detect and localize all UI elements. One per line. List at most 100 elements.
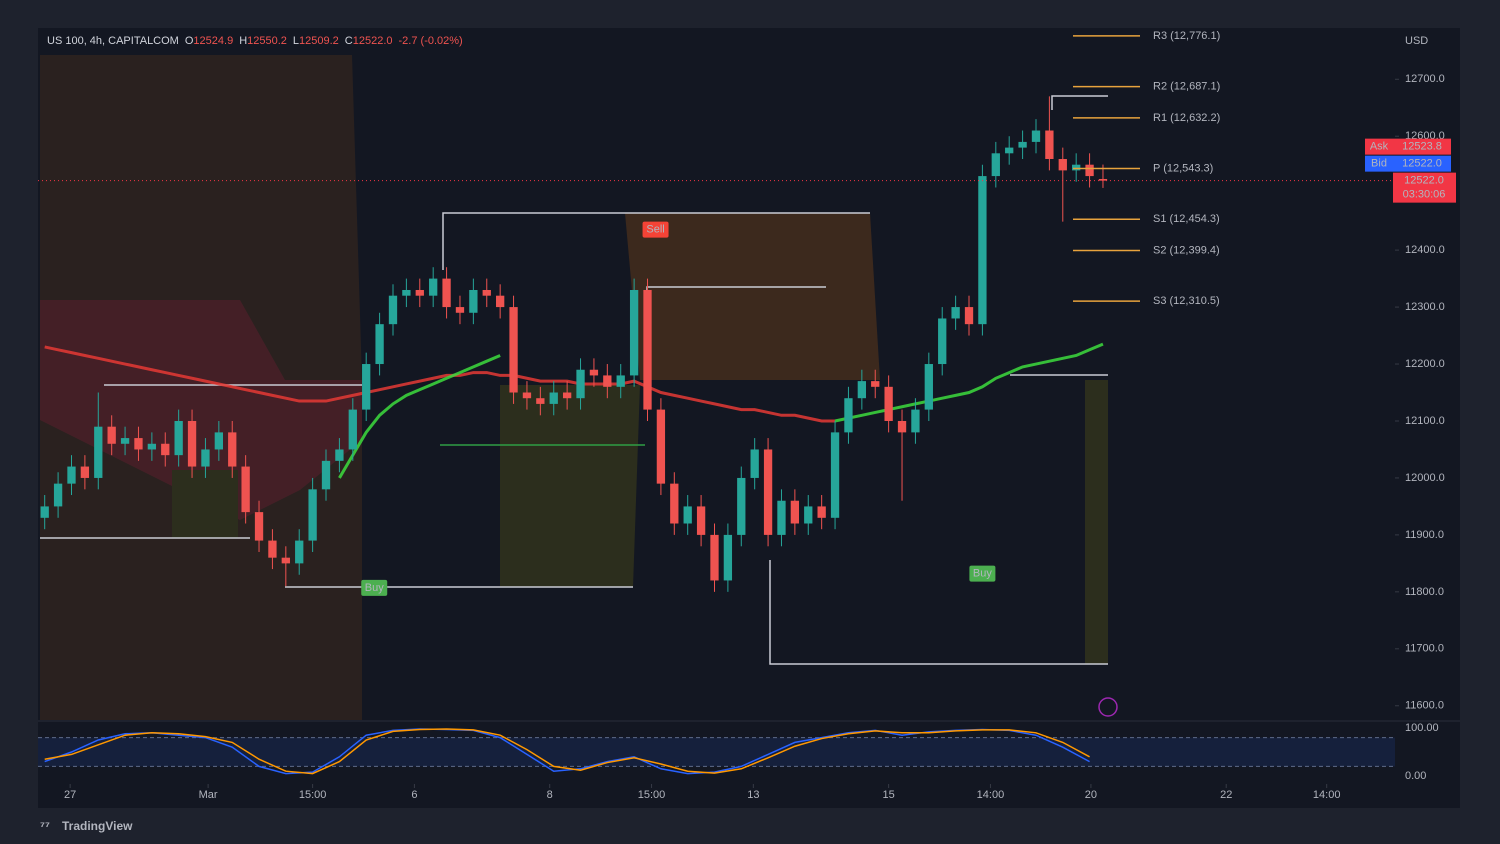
candle-body (53, 483, 63, 507)
candle-body (603, 375, 612, 387)
osc-band (38, 737, 1395, 767)
candle-body (214, 432, 223, 450)
x-tick-label: 13 (747, 789, 759, 801)
x-tick-label: 6 (411, 789, 417, 801)
step-line (769, 560, 1108, 665)
candle-body (40, 506, 49, 518)
y-tick-label: 12700.0 (1405, 73, 1445, 85)
candle-body (710, 534, 719, 581)
candle-body (871, 381, 880, 387)
y-tick-label: 11700.0 (1405, 643, 1444, 655)
candle-body (469, 289, 478, 313)
x-tick-label: 15 (883, 789, 895, 801)
candle-body (496, 295, 505, 308)
candle-body (201, 449, 210, 467)
signal-label: Buy (365, 582, 384, 594)
candle-body (562, 392, 572, 399)
signal-label: Buy (973, 568, 992, 580)
y-tick-label: 12400.0 (1405, 244, 1445, 256)
zone (500, 385, 640, 587)
candle-body (844, 398, 853, 433)
moving-average (44, 345, 836, 423)
ohlc-value: 12550.2 (247, 35, 287, 47)
signal-badge (969, 565, 996, 582)
candle-body (80, 466, 90, 478)
change: -2.7 (-0.02%) (399, 35, 463, 47)
candle-body (442, 278, 451, 308)
zones (40, 55, 1108, 720)
candle-body (991, 153, 1000, 177)
x-tick-label: 14:00 (1313, 789, 1341, 801)
zone (40, 55, 362, 720)
zone (625, 213, 880, 380)
ohlc-value: 12522.0 (353, 35, 393, 47)
pivot-label: S3 (12,310.5) (1153, 295, 1220, 307)
ohlc-key: H (239, 35, 247, 47)
candle-body (295, 540, 304, 564)
moving-average (338, 354, 501, 479)
x-tick-label: 14:00 (977, 789, 1005, 801)
candle-body (951, 307, 960, 319)
candle-body (1005, 147, 1014, 154)
y-tick-label: 12300.0 (1405, 301, 1445, 313)
candle-body (147, 443, 157, 450)
zone (1085, 380, 1108, 664)
tag-name-box (1365, 155, 1393, 172)
candle-body (549, 392, 558, 404)
candle-body (723, 534, 733, 581)
pivot-label: S2 (12,399.4) (1153, 244, 1220, 256)
candle-body (67, 466, 76, 484)
y-tick-label: 11600.0 (1405, 700, 1444, 712)
x-tick-label: 15:00 (638, 789, 666, 801)
candle-body (268, 540, 277, 558)
pivot-label: R3 (12,776.1) (1153, 30, 1220, 42)
candle-body (804, 506, 813, 524)
candle-body (656, 409, 666, 484)
candle-body (924, 364, 933, 410)
pivot-label: S1 (12,454.3) (1153, 213, 1220, 225)
legend-header: US 100, 4h, CAPITALCOM O12524.9 H12550.2 L1… (47, 35, 463, 47)
ohlc-key: O (185, 35, 194, 47)
candle-body (978, 176, 987, 325)
candle-body (897, 420, 907, 433)
candle-body (509, 307, 518, 393)
symbol: US 100, 4h, CAPITALCOM (47, 35, 179, 47)
candle-body (94, 426, 103, 478)
signal-label: Sell (646, 224, 664, 236)
candle-body (790, 500, 800, 524)
tag-name-box (1365, 138, 1393, 155)
candle-body (683, 506, 692, 524)
last-price: 12522.0 (1404, 175, 1444, 187)
ohlc-key: L (293, 35, 299, 47)
candle-body (1018, 141, 1027, 148)
ohlc-key: C (345, 35, 353, 47)
step-line (1051, 95, 1108, 110)
osc-tick-label: 0.00 (1405, 770, 1426, 782)
x-tick-label: 20 (1085, 789, 1097, 801)
candle-body (482, 289, 491, 296)
osc-tick-label: 100.00 (1405, 722, 1439, 734)
alert-icon[interactable] (1098, 697, 1118, 717)
candle-body (107, 426, 116, 444)
candle-body (1098, 178, 1108, 181)
candle-body (884, 386, 893, 421)
candle-body (335, 449, 344, 461)
tag-value-box (1393, 155, 1451, 172)
candle-body (321, 460, 331, 490)
candle-body (629, 289, 639, 376)
candle-body (415, 289, 424, 296)
candle-body (1072, 164, 1081, 171)
candle-body (670, 483, 679, 524)
candle-body (616, 375, 625, 387)
brand-logo: ⁷⁷ (40, 819, 50, 833)
candle-body (643, 289, 652, 410)
candle-body (1058, 158, 1067, 171)
candle-body (576, 369, 585, 399)
zone (40, 300, 362, 520)
tag-value-box (1393, 138, 1451, 155)
candle-body (737, 477, 746, 535)
pivot-label: R1 (12,632.2) (1153, 112, 1220, 124)
candle-body (174, 420, 183, 456)
